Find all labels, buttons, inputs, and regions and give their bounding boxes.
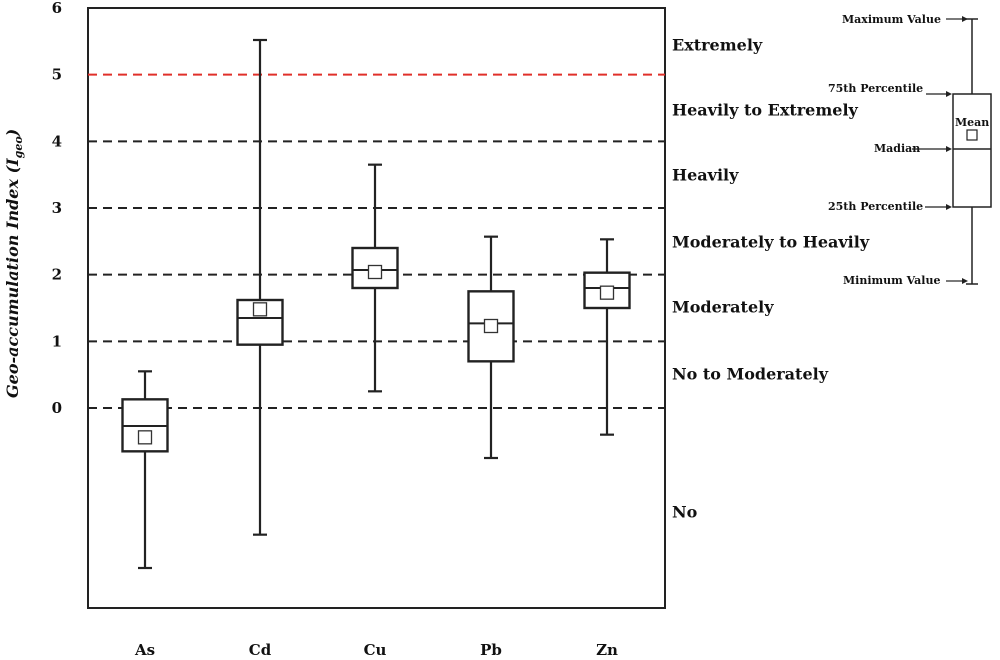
- mean-marker: [137, 430, 153, 445]
- class-label: Moderately: [672, 298, 774, 317]
- y-tick-label: 2: [52, 266, 62, 284]
- legend-median-label: Madian: [874, 142, 920, 155]
- class-label: Heavily to Extremely: [672, 100, 859, 119]
- threshold-lines: [88, 73, 665, 409]
- plot-area: [87, 7, 666, 609]
- plot-frame: [87, 7, 666, 609]
- y-tick-label: 3: [52, 199, 62, 217]
- legend-max-label: Maximum Value: [842, 13, 941, 26]
- x-category-label: As: [134, 641, 155, 659]
- x-axis-labels: As Cd Cu Pb Zn: [134, 641, 618, 659]
- legend-p25-arrowhead: [946, 204, 952, 210]
- y-axis-label: Geo-accumulation Index (Igeo): [3, 129, 25, 398]
- y-axis-label-end: ): [3, 129, 22, 138]
- box-cd: [236, 38, 284, 536]
- mean-marker: [252, 302, 268, 317]
- x-category-label: Zn: [596, 641, 618, 659]
- class-label: No: [672, 502, 698, 521]
- legend-p25-label: 25th Percentile: [828, 200, 923, 213]
- y-tick-label: 1: [52, 332, 62, 350]
- legend-mean-marker: [966, 129, 978, 141]
- legend-min-arrowhead: [962, 278, 968, 284]
- y-tick-label: 5: [52, 66, 62, 84]
- legend-max-arrowhead: [962, 16, 968, 22]
- y-axis-label-main: Geo-accumulation Index (I: [3, 158, 22, 398]
- legend-min-label: Minimum Value: [843, 274, 940, 287]
- mean-marker: [367, 264, 383, 280]
- class-label: Heavily: [672, 166, 739, 185]
- x-category-label: Cd: [249, 641, 272, 659]
- class-label: No to Moderately: [672, 364, 829, 383]
- y-axis-ticks: 6 5 4 3 2 1 0: [52, 0, 62, 417]
- mean-marker: [483, 318, 499, 334]
- box-plots: [121, 38, 631, 570]
- legend-p75-label: 75th Percentile: [828, 82, 923, 95]
- y-axis-label-sub: geo: [12, 136, 25, 158]
- legend-mean-label: Mean: [955, 116, 989, 129]
- class-label: Extremely: [672, 36, 763, 55]
- mean-marker: [599, 285, 615, 300]
- y-tick-label: 4: [52, 132, 62, 150]
- box-zn: [583, 238, 631, 436]
- x-category-label: Cu: [364, 641, 387, 659]
- box-cu: [351, 163, 399, 393]
- legend-box: [952, 93, 992, 208]
- y-tick-label: 6: [52, 0, 62, 17]
- x-category-label: Pb: [480, 641, 502, 659]
- box-as: [121, 370, 169, 570]
- box-pb: [467, 235, 515, 460]
- class-labels: Extremely Heavily to Extremely Heavily Mode…: [672, 36, 870, 522]
- legend-p75-arrowhead: [946, 91, 952, 97]
- y-tick-label: 0: [52, 399, 62, 417]
- legend-median-arrowhead: [946, 146, 952, 152]
- iqr-box: [583, 271, 631, 310]
- class-label: Moderately to Heavily: [672, 232, 870, 251]
- box-legend: Mean Maximum Value 75th Percentile Madia…: [828, 13, 992, 287]
